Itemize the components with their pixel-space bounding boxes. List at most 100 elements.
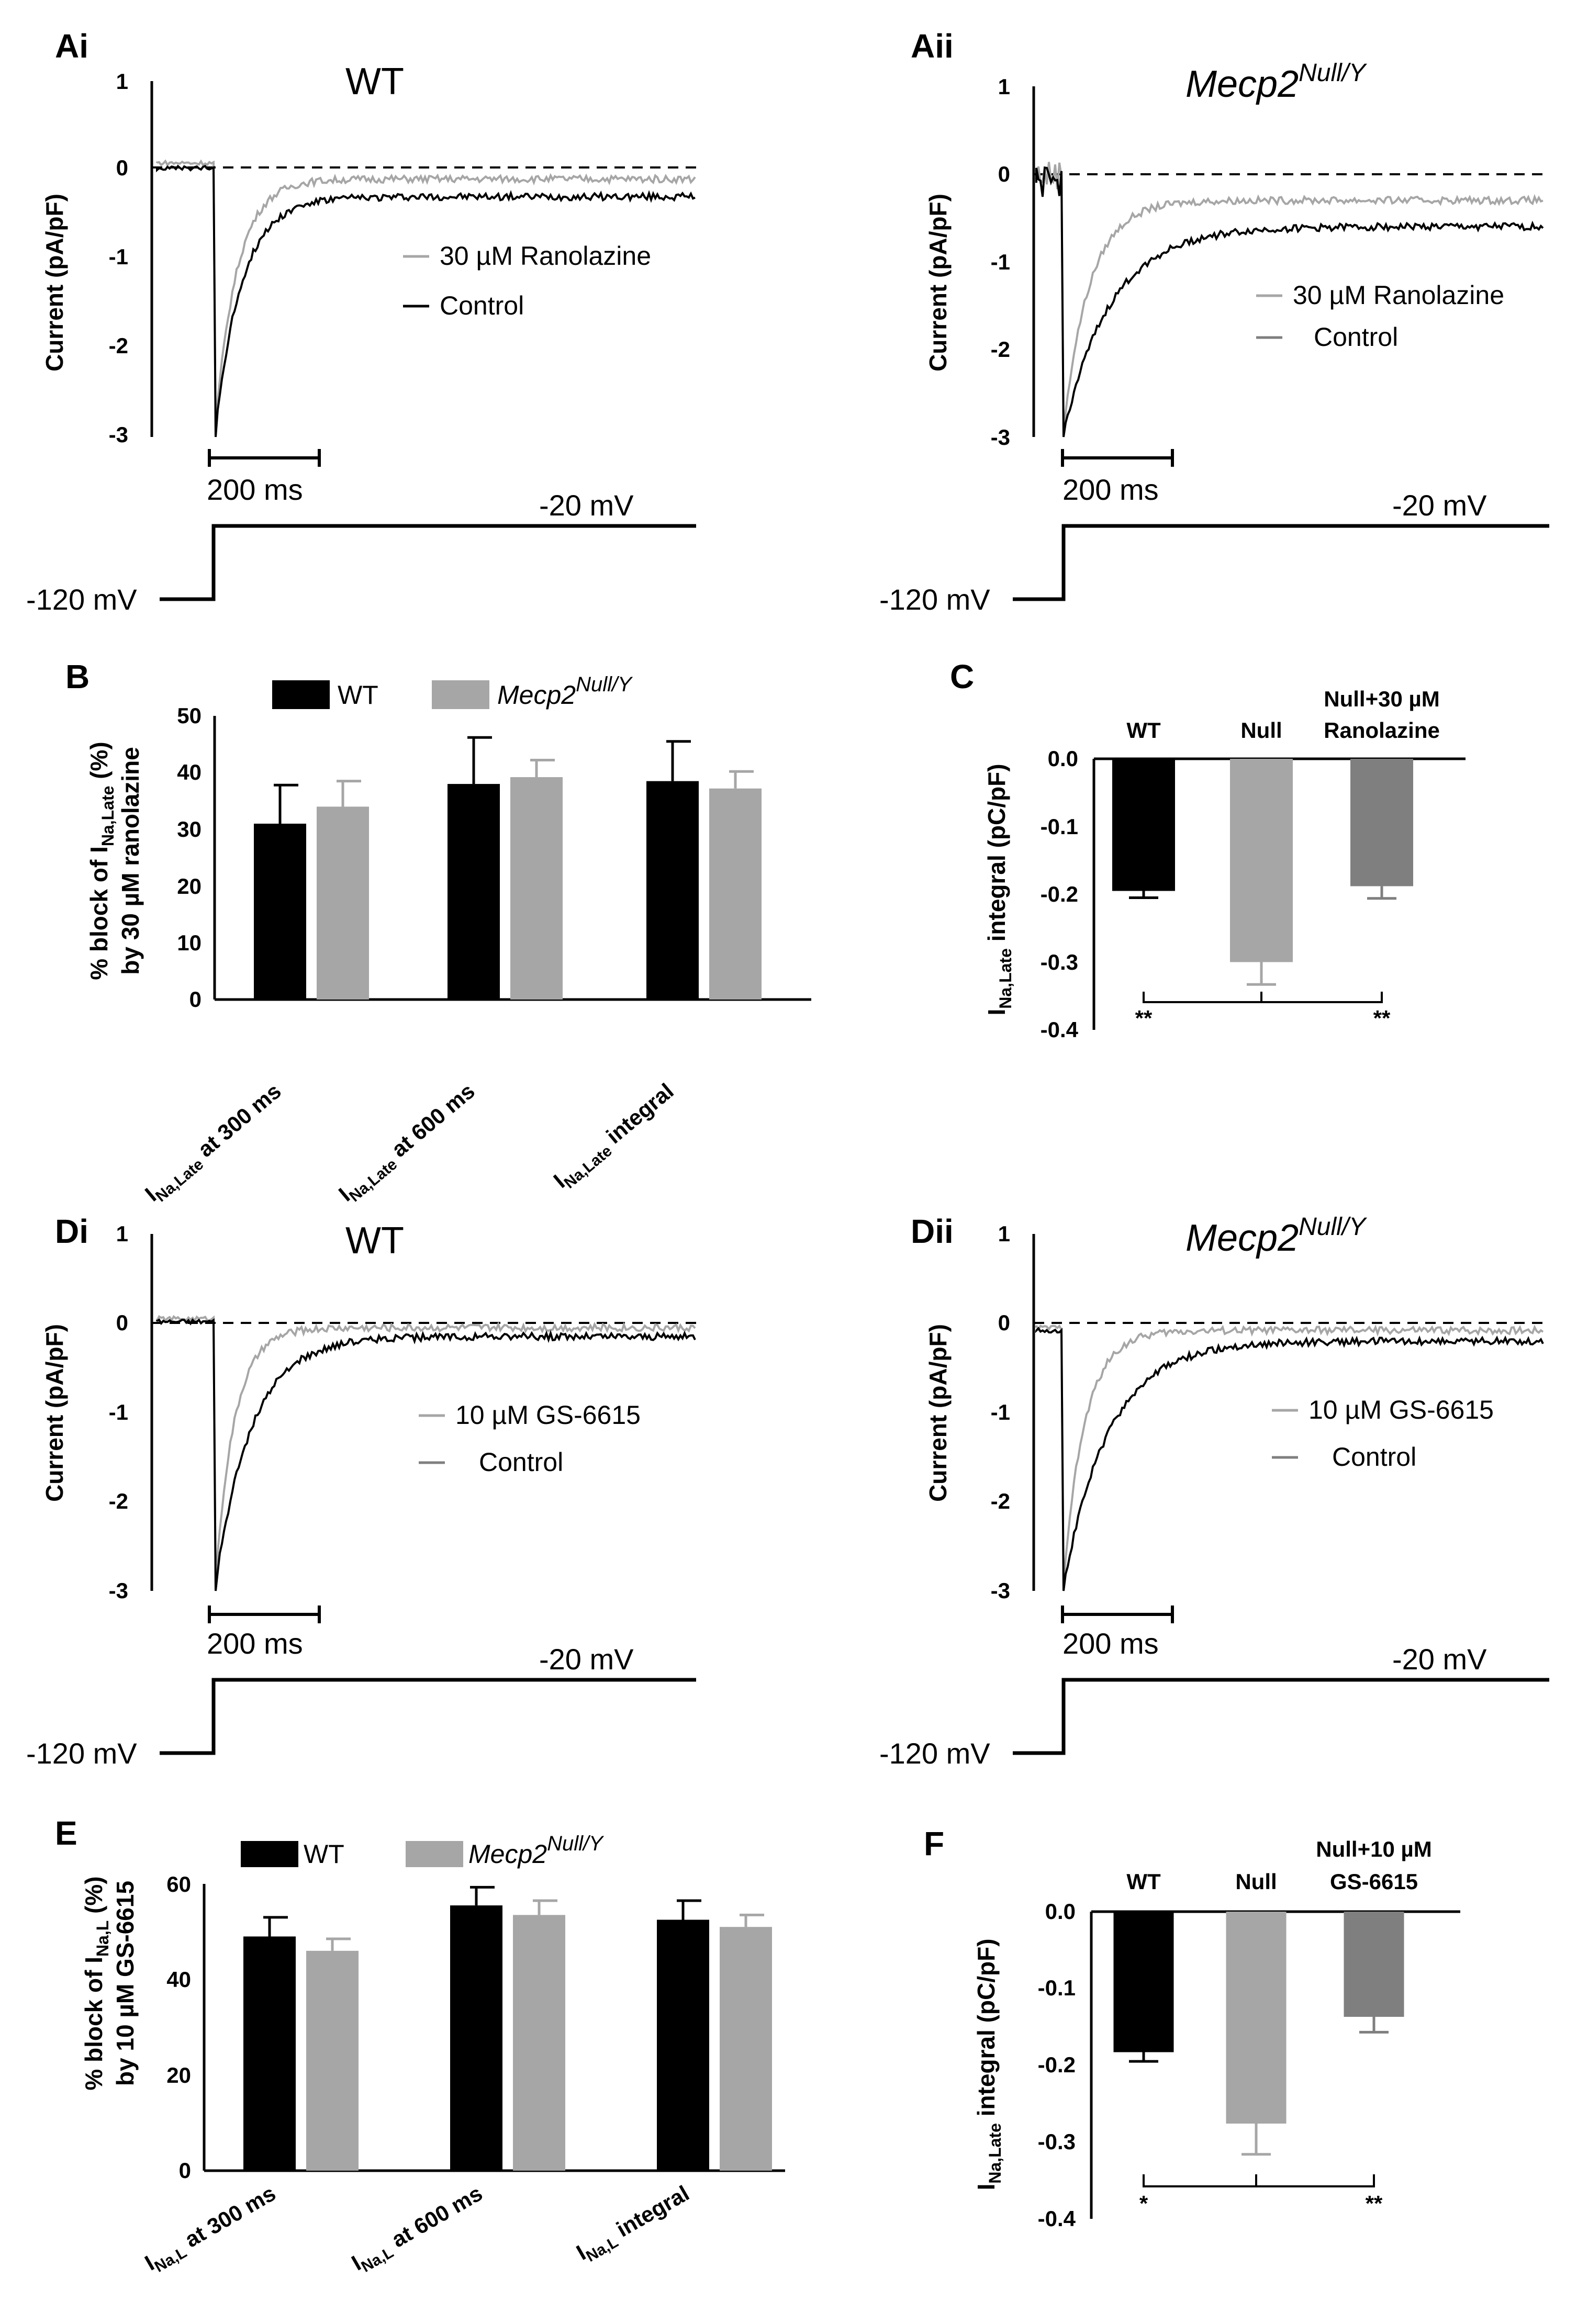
panel-label-c: C	[950, 658, 974, 695]
e-category-integral: INa,L integral	[572, 2181, 695, 2269]
ai-legend-control: Control	[440, 291, 524, 320]
bar-c-0	[1112, 759, 1175, 891]
panel-dii: Dii Mecp2Null/Y Current (pA/pF) 1 0 -1 -…	[879, 1212, 1549, 1770]
aii-tick-0: 0	[998, 162, 1010, 186]
b-ylabel-tail: (%)	[85, 742, 113, 785]
e-y-axis-label-line2: by 10 µM GS-6615	[111, 1881, 139, 2086]
di-tick-m2: -2	[109, 1489, 128, 1513]
f-tick-m04: -0.4	[1038, 2206, 1076, 2231]
e-legend-swatch-null	[406, 1841, 463, 1867]
di-step-label: -20 mV	[539, 1643, 634, 1676]
bar-c-1	[1230, 759, 1293, 962]
bar-e-s1-c0	[306, 1950, 359, 2171]
dii-tick-m1: -1	[991, 1400, 1010, 1424]
di-tick-m3: -3	[109, 1578, 128, 1603]
f-ylabel-sub: Na,Late	[986, 2123, 1004, 2184]
f-significance-right: **	[1366, 2191, 1383, 2216]
aii-tick-m3: -3	[991, 425, 1010, 450]
e-ylabel-tail: (%)	[80, 1876, 107, 1920]
dii-tick-0: 0	[998, 1310, 1010, 1335]
b-tick-30: 30	[177, 817, 202, 841]
f-significance-left: *	[1139, 2191, 1148, 2216]
c-tick-m03: -0.3	[1041, 950, 1078, 974]
dii-title-sup: Null/Y	[1299, 1213, 1367, 1241]
b-legend-swatch-wt	[272, 680, 330, 709]
e-legend-null-sup: Null/Y	[547, 1832, 605, 1855]
dii-voltage-protocol	[1013, 1678, 1549, 1755]
dii-trace-gs6615	[1035, 1324, 1544, 1591]
aii-title-base: Mecp2	[1185, 63, 1299, 105]
ai-tick-1: 1	[116, 69, 128, 94]
bar-e-s1-c2	[720, 1927, 772, 2171]
b-cat1-sub: Na,Late	[346, 1155, 400, 1205]
panel-label-dii: Dii	[911, 1212, 954, 1250]
c-category-treated-line2: Ranolazine	[1324, 718, 1440, 743]
c-ylabel-tail: integral (pC/pF)	[983, 764, 1010, 948]
e-legend-swatch-wt	[241, 1841, 298, 1867]
errorbar-e-s0-c2	[677, 1899, 701, 1920]
ai-trace-ranolazine	[156, 159, 696, 437]
di-holding-label: -120 mV	[26, 1737, 137, 1770]
b-ylabel-main: % block of I	[85, 846, 113, 980]
dii-tick-m2: -2	[991, 1489, 1010, 1513]
panel-e: E WT Mecp2Null/Y % block of INa,L (%) by…	[55, 1814, 785, 2279]
bar-b-s0-c1	[448, 784, 500, 1000]
errorbar-e-s1-c1	[533, 1899, 557, 1915]
c-bars	[1112, 759, 1413, 986]
di-voltage-protocol	[160, 1678, 696, 1755]
f-tick-m01: -0.1	[1038, 1975, 1076, 2000]
ai-tick-m3: -3	[109, 422, 128, 447]
aii-legend-ranolazine: 30 µM Ranolazine	[1293, 280, 1504, 310]
dii-legend-gs6615: 10 µM GS-6615	[1308, 1395, 1494, 1424]
f-tick-m03: -0.3	[1038, 2129, 1076, 2154]
c-ylabel-sub: Na,Late	[996, 948, 1015, 1009]
b-legend-null: Mecp2Null/Y	[497, 673, 633, 710]
aii-title-sup: Null/Y	[1299, 59, 1367, 87]
e-category-600: INa,L at 600 ms	[348, 2181, 489, 2279]
dii-tick-1: 1	[998, 1221, 1010, 1246]
e-category-300: INa,L at 300 ms	[141, 2181, 282, 2279]
errorbar-b-s1-c1	[530, 759, 555, 778]
bar-b-s1-c1	[510, 777, 563, 1000]
ai-voltage-protocol	[160, 524, 696, 601]
panel-label-f: F	[924, 1825, 944, 1862]
di-legend-control: Control	[479, 1447, 563, 1477]
f-category-wt: WT	[1126, 1869, 1161, 1894]
b-y-axis-label: % block of INa,Late (%) by 30 µM ranolaz…	[85, 742, 144, 980]
dii-y-axis-label: Current (pA/pF)	[924, 1324, 952, 1502]
f-ylabel-main: I	[972, 2184, 1000, 2191]
b-legend-null-base: Mecp2	[497, 680, 576, 710]
b-category-600: INa,Late at 600 ms	[334, 1079, 482, 1209]
panel-b: B WT Mecp2Null/Y % block of INa,Late (%)…	[65, 658, 811, 1209]
dii-title: Mecp2Null/Y	[1185, 1213, 1367, 1259]
e-y-axis-label: % block of INa,L (%) by 10 µM GS-6615	[80, 1876, 139, 2090]
dii-legend-control: Control	[1332, 1442, 1416, 1472]
bar-e-s0-c1	[450, 1905, 502, 2171]
panel-label-ai: Ai	[55, 27, 88, 65]
b-cat0-sub: Na,Late	[152, 1155, 207, 1205]
ai-legend-ranolazine: 30 µM Ranolazine	[440, 241, 651, 271]
bar-b-s1-c2	[709, 788, 762, 1000]
errorbar-b-s0-c1	[467, 736, 492, 784]
di-trace-control	[156, 1318, 696, 1591]
errorbar-c-1	[1247, 962, 1276, 986]
di-tick-m1: -1	[109, 1400, 128, 1424]
ai-tick-m2: -2	[109, 333, 128, 358]
bar-f-1	[1226, 1912, 1287, 2124]
b-tick-20: 20	[177, 874, 202, 899]
aii-scalebar-label: 200 ms	[1062, 473, 1159, 506]
b-cat2-tail: integral	[597, 1079, 678, 1152]
b-tick-10: 10	[177, 930, 202, 955]
dii-holding-label: -120 mV	[879, 1737, 990, 1770]
b-category-300: INa,Late at 300 ms	[140, 1079, 288, 1209]
ai-trace-control	[156, 164, 696, 437]
di-tick-0: 0	[116, 1310, 128, 1335]
f-y-axis-label: INa,Late integral (pC/pF)	[972, 1938, 1004, 2190]
aii-tick-1: 1	[998, 74, 1010, 99]
c-tick-0: 0.0	[1048, 746, 1078, 771]
bar-e-s0-c0	[243, 1936, 296, 2171]
e-y-axis-label-line1: % block of INa,L (%)	[80, 1876, 112, 2090]
b-tick-40: 40	[177, 760, 202, 784]
c-category-wt: WT	[1126, 718, 1161, 743]
